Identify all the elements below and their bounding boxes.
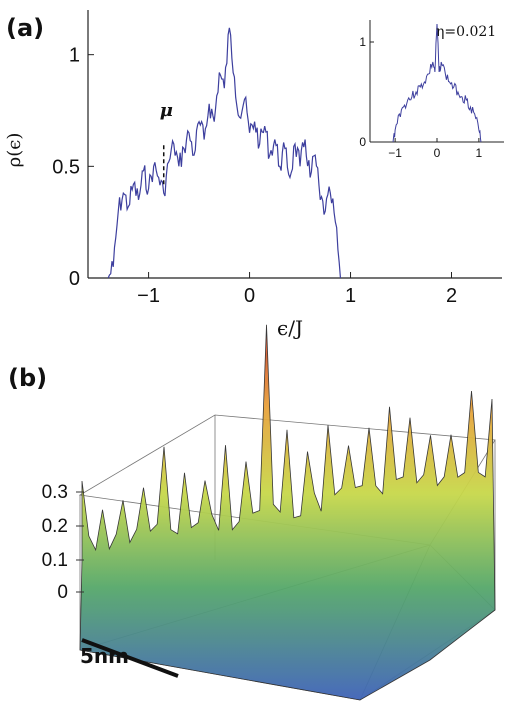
density-of-states-chart: −1 0 1 2 00.51 μ ρ(ϵ) ϵ/J −1 0 1 01 η=0.021 bbox=[4, 10, 504, 340]
x-tick-label: 0 bbox=[244, 285, 255, 307]
inset-x-tick-label: 1 bbox=[476, 146, 483, 160]
y-ticks: 00.51 bbox=[52, 45, 94, 290]
x-tick-label: 2 bbox=[446, 285, 457, 307]
panel-a-label: (a) bbox=[6, 14, 45, 42]
inset-x-tick-label: 0 bbox=[434, 146, 441, 160]
dos-series-line bbox=[107, 27, 342, 279]
inset-y-ticks: 01 bbox=[359, 35, 374, 149]
inset-annotation: η=0.021 bbox=[436, 24, 496, 40]
inset-plot: −1 0 1 01 η=0.021 bbox=[358, 20, 504, 160]
y-tick-label: 0 bbox=[69, 268, 80, 290]
inset-x-ticks: −1 0 1 bbox=[388, 138, 483, 160]
x-tick-label: 1 bbox=[345, 285, 356, 307]
inset-x-tick-label: −1 bbox=[388, 146, 402, 160]
z-tick-label: 0.1 bbox=[42, 550, 68, 571]
x-tick-label: −1 bbox=[137, 285, 160, 307]
mu-label: μ bbox=[160, 100, 173, 121]
y-tick-label: 0.5 bbox=[52, 156, 80, 178]
x-axis-title: ϵ/J bbox=[277, 316, 303, 340]
surface-mesh bbox=[79, 324, 496, 701]
x-ticks: −1 0 1 2 bbox=[137, 272, 457, 307]
z-tick-label: 0.2 bbox=[42, 516, 68, 537]
scale-bar-label: 5nm bbox=[80, 644, 129, 668]
inset-y-tick-label: 0 bbox=[359, 135, 366, 149]
y-tick-label: 1 bbox=[69, 45, 80, 67]
y-axis-title: ρ(ϵ) bbox=[4, 133, 25, 168]
z-axis-ticks: 0 0.1 0.2 0.3 bbox=[42, 482, 84, 603]
inset-y-tick-label: 1 bbox=[359, 35, 366, 49]
panel-b-label: (b) bbox=[8, 364, 48, 392]
inset-series-line bbox=[392, 23, 482, 143]
scale-bar bbox=[81, 638, 179, 678]
z-tick-label: 0.3 bbox=[42, 482, 68, 503]
z-tick-label: 0 bbox=[57, 582, 68, 603]
